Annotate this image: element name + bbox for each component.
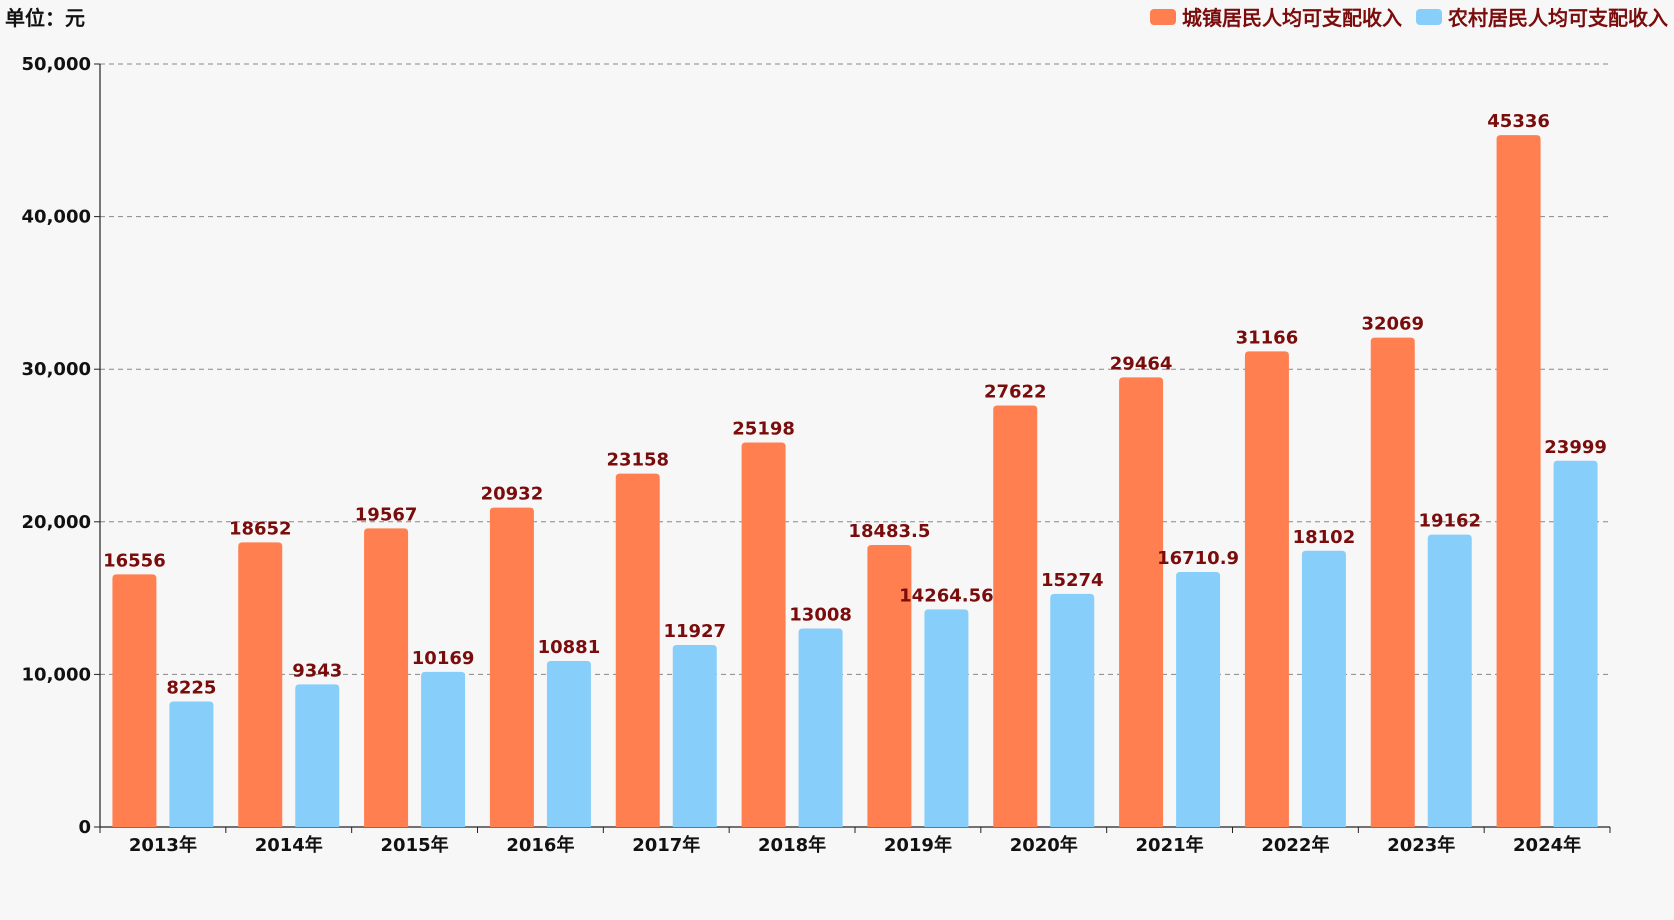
x-tick-label: 2014年 [255, 834, 323, 856]
legend-swatch-rural [1416, 8, 1442, 25]
data-label: 19162 [1418, 511, 1481, 532]
data-label: 15274 [1041, 570, 1104, 591]
bar-rural[interactable] [672, 644, 717, 827]
y-tick-label: 40,000 [22, 207, 91, 228]
y-tick-label: 20,000 [22, 512, 91, 533]
x-tick-label: 2019年 [884, 834, 952, 856]
bar-rural[interactable] [798, 628, 843, 827]
data-label: 10169 [412, 648, 475, 669]
x-tick-label: 2013年 [129, 834, 197, 856]
data-label: 9343 [292, 660, 342, 681]
data-label: 8225 [166, 677, 216, 698]
bar-urban[interactable] [1244, 351, 1289, 827]
legend-item-rural[interactable]: 农村居民人均可支配收入 [1416, 2, 1668, 31]
bar-urban[interactable] [1370, 337, 1415, 827]
x-tick-label: 2016年 [506, 834, 574, 856]
bar-urban[interactable] [993, 405, 1038, 827]
x-tick-label: 2024年 [1513, 834, 1581, 856]
data-label: 23999 [1544, 437, 1607, 458]
data-label: 25198 [732, 418, 795, 439]
bar-urban[interactable] [1496, 135, 1541, 828]
bar-urban[interactable] [238, 542, 283, 827]
data-label: 16710.9 [1157, 548, 1239, 569]
data-label: 10881 [538, 637, 601, 658]
y-tick-label: 0 [78, 817, 91, 838]
data-label: 27622 [984, 381, 1047, 402]
legend: 城镇居民人均可支配收入 农村居民人均可支配收入 [1150, 2, 1668, 31]
x-tick-label: 2018年 [758, 834, 826, 856]
y-tick-label: 10,000 [22, 664, 91, 685]
bars [112, 135, 1598, 828]
data-label: 45336 [1487, 111, 1550, 132]
data-label: 31166 [1236, 327, 1299, 348]
bar-rural[interactable] [169, 701, 214, 827]
data-label: 11927 [663, 621, 726, 642]
data-label: 18652 [229, 518, 292, 539]
x-tick-label: 2021年 [1136, 834, 1204, 856]
data-labels: 16556 8225 18652 9343 19567 10169 20932 10881 23… [103, 111, 1607, 698]
bar-rural[interactable] [1427, 534, 1472, 827]
axes: 0 10,000 20,000 30,000 40,000 50,000 2013年 2014… [22, 54, 1611, 856]
data-label: 13008 [789, 604, 852, 625]
x-tick-label: 2020年 [1010, 834, 1078, 856]
legend-label-urban: 城镇居民人均可支配收入 [1182, 6, 1402, 30]
legend-item-urban[interactable]: 城镇居民人均可支配收入 [1150, 2, 1402, 31]
data-label: 16556 [103, 550, 166, 571]
bar-rural[interactable] [421, 671, 466, 827]
legend-swatch-urban [1150, 8, 1176, 25]
bar-urban[interactable] [1119, 377, 1164, 827]
data-label: 20932 [481, 484, 544, 505]
x-tick-label: 2015年 [381, 834, 449, 856]
bar-urban[interactable] [112, 574, 157, 827]
bar-rural[interactable] [1301, 550, 1346, 827]
legend-label-rural: 农村居民人均可支配收入 [1448, 6, 1668, 30]
data-label: 32069 [1361, 314, 1424, 335]
bar-urban[interactable] [615, 473, 660, 827]
data-label: 19567 [355, 504, 418, 525]
data-label: 23158 [606, 450, 669, 471]
data-label: 18102 [1293, 527, 1356, 548]
x-tick-label: 2017年 [632, 834, 700, 856]
bar-rural[interactable] [1553, 460, 1598, 827]
unit-label: 单位：元 [5, 6, 85, 30]
bar-urban[interactable] [741, 442, 786, 827]
bar-rural[interactable] [546, 660, 591, 827]
bar-urban[interactable] [867, 544, 912, 827]
bar-urban[interactable] [489, 507, 534, 827]
x-tick-label: 2023年 [1387, 834, 1455, 856]
y-tick-label: 30,000 [22, 359, 91, 380]
y-tick-label: 50,000 [22, 54, 91, 75]
data-label: 18483.5 [848, 521, 930, 542]
data-label: 14264.56 [899, 585, 994, 606]
bar-rural[interactable] [1050, 593, 1095, 827]
bar-rural[interactable] [924, 609, 969, 827]
x-tick-label: 2022年 [1261, 834, 1329, 856]
bar-rural[interactable] [1176, 571, 1221, 827]
data-label: 29464 [1110, 353, 1173, 374]
bar-rural[interactable] [295, 684, 340, 827]
bar-urban[interactable] [364, 528, 409, 827]
